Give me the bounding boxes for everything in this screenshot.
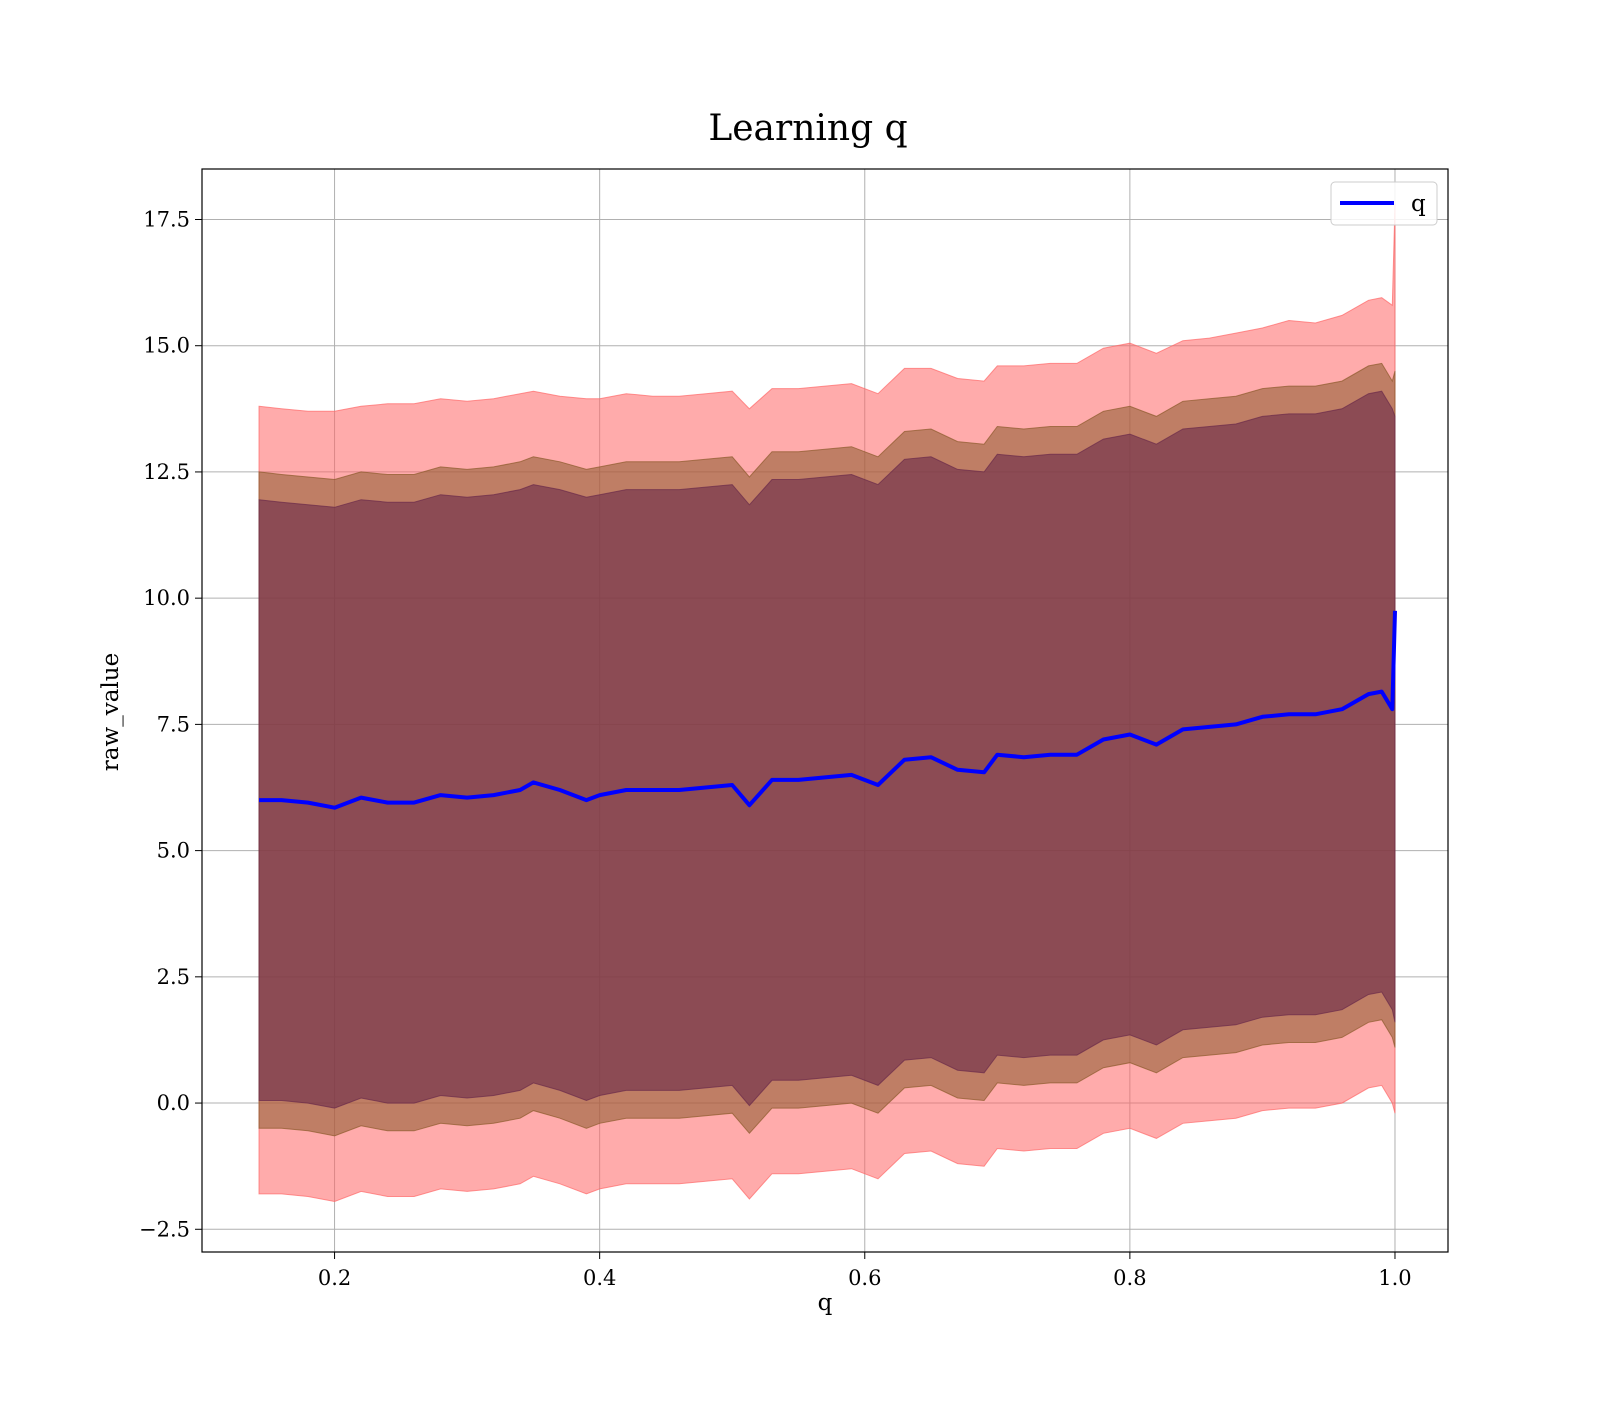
y-tick-label: 10.0 — [143, 586, 190, 610]
chart-title: Learning q — [708, 108, 907, 149]
x-tick-label: 0.8 — [1113, 1266, 1146, 1290]
confidence-bands — [258, 204, 1396, 1203]
confidence-band-3 — [258, 390, 1396, 1109]
legend-label-q: q — [1411, 191, 1426, 217]
y-tick-label: 0.0 — [157, 1091, 190, 1115]
legend: q — [1330, 181, 1438, 226]
x-tick-label: 0.4 — [583, 1266, 616, 1290]
y-tick-label: 17.5 — [143, 207, 190, 231]
plot-area-frame — [201, 168, 1449, 1253]
y-axis-ticks: −2.5 0.0 2.5 5.0 7.5 10.0 12.5 15.0 17.5 — [139, 207, 202, 1241]
x-tick-label: 0.6 — [848, 1266, 881, 1290]
x-tick-label: 1.0 — [1378, 1266, 1411, 1290]
x-axis-label: q — [818, 1290, 833, 1316]
y-tick-label: 5.0 — [157, 839, 190, 863]
x-axis-ticks: 0.2 0.4 0.6 0.8 1.0 — [318, 1252, 1412, 1290]
y-tick-label: 12.5 — [143, 460, 190, 484]
y-tick-label: 15.0 — [143, 334, 190, 358]
y-tick-label: −2.5 — [139, 1217, 190, 1241]
y-axis-label: raw_value — [98, 653, 124, 771]
series-lines — [259, 610, 1397, 810]
series-line-q — [259, 610, 1397, 810]
y-tick-label: 2.5 — [157, 965, 190, 989]
y-tick-label: 7.5 — [157, 712, 190, 736]
x-tick-label: 0.2 — [318, 1266, 351, 1290]
